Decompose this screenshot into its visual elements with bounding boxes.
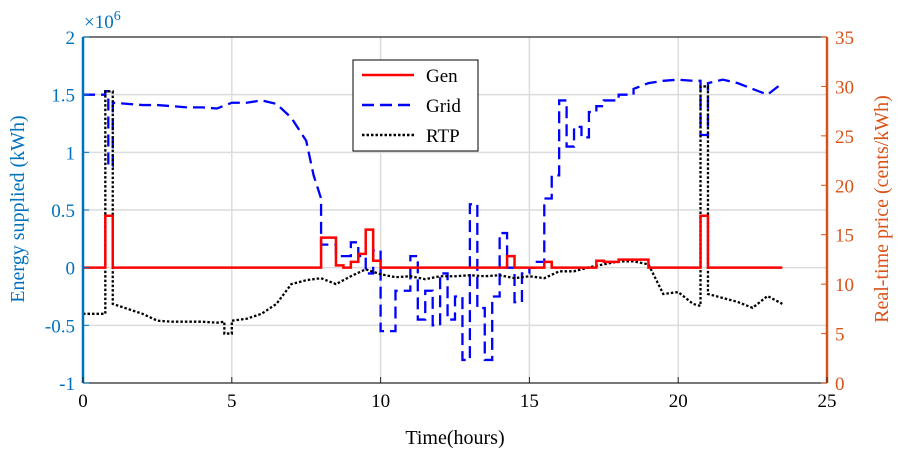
x-tick-label: 25 <box>818 391 837 412</box>
x-tick-label: 10 <box>371 391 390 412</box>
series-layer <box>83 78 784 362</box>
series-line-grid <box>83 78 784 362</box>
left-y-tick-label: 2 <box>66 28 76 49</box>
axes <box>81 36 829 384</box>
legend-label-grid: Grid <box>426 96 461 117</box>
x-tick-label: 0 <box>78 391 88 412</box>
right-y-tick-label: 25 <box>835 127 854 148</box>
x-tick-label: 15 <box>520 391 539 412</box>
series-line-rtp <box>83 85 783 335</box>
x-tick-label: 20 <box>669 391 688 412</box>
right-y-tick-label: 35 <box>835 28 854 49</box>
left-y-tick-label: -1 <box>59 374 75 395</box>
legend-label-rtp: RTP <box>426 126 460 147</box>
left-y-tick-label: 0.5 <box>51 201 75 222</box>
left-y-tick-label: 1 <box>66 143 76 164</box>
left-y-tick-label: -0.5 <box>45 316 75 337</box>
x-axis-title: Time(hours) <box>405 427 504 449</box>
left-y-tick-label: 1.5 <box>51 86 75 107</box>
left-axis-multiplier-base: ×10 <box>84 12 114 33</box>
legend: Gen Grid RTP <box>352 59 479 152</box>
left-axis-multiplier-exponent: 6 <box>114 9 121 24</box>
right-y-tick-label: 15 <box>835 226 854 247</box>
left-y-tick-label: 0 <box>66 259 76 280</box>
x-tick-label: 5 <box>227 391 237 412</box>
legend-label-gen: Gen <box>426 66 458 87</box>
left-y-axis-title: Energy supplied (kWh) <box>7 115 29 302</box>
right-y-tick-label: 0 <box>835 374 845 395</box>
right-y-tick-label: 20 <box>835 176 854 197</box>
right-y-tick-label: 30 <box>835 77 854 98</box>
right-y-axis-title: Real-time price (cents/kWh) <box>871 95 893 323</box>
right-y-tick-label: 10 <box>835 275 854 296</box>
right-y-tick-label: 5 <box>835 325 845 346</box>
left-axis-multiplier: ×106 <box>84 9 121 33</box>
series-line-gen <box>83 214 783 269</box>
